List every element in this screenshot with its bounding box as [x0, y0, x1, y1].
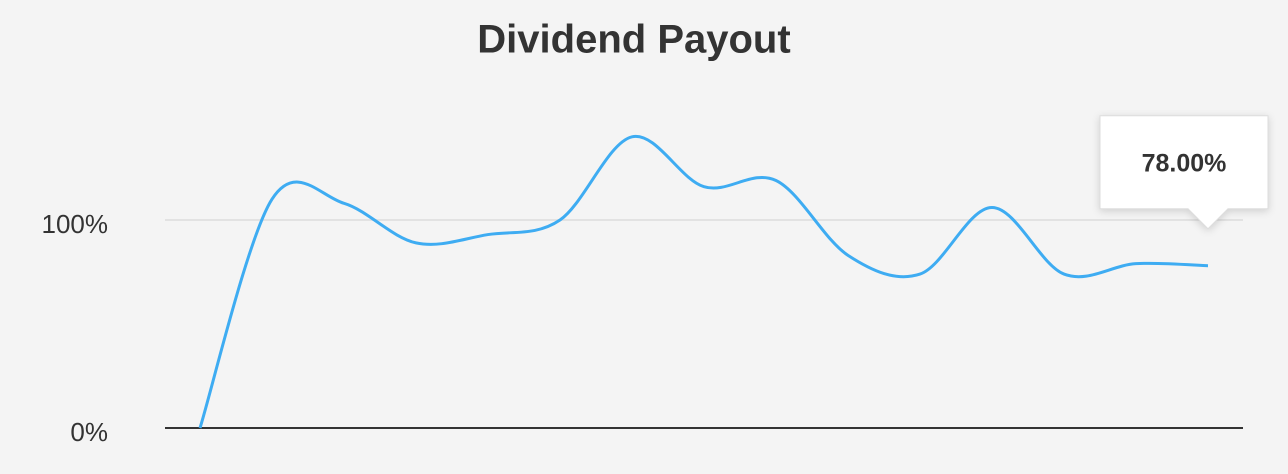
- y-tick-label: 100%: [42, 209, 109, 239]
- data-line: [198, 135, 1209, 429]
- tooltip: 78.00%: [1099, 115, 1269, 230]
- y-tick-label: 0%: [70, 417, 108, 447]
- tooltip-box: [1099, 115, 1269, 230]
- chart-title: Dividend Payout: [477, 18, 790, 62]
- tooltip-label: 78.00%: [1142, 149, 1227, 177]
